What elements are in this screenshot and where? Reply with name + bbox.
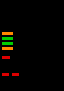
Bar (2, 42, 13, 45)
Bar (2, 37, 13, 40)
Bar (12, 73, 19, 76)
Bar (2, 56, 10, 59)
Bar (2, 47, 13, 50)
Bar (2, 32, 13, 35)
Bar (2, 73, 9, 76)
